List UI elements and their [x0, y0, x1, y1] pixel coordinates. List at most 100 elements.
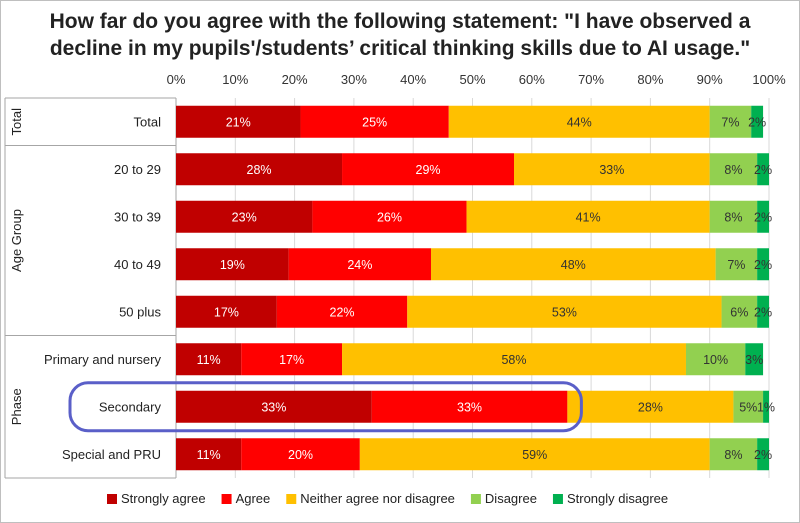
data-label: 3% [745, 353, 763, 367]
x-tick-label: 60% [519, 72, 545, 87]
bar-segment [288, 248, 431, 281]
highlight-outline [68, 381, 583, 433]
chart-title-line-2: decline in my pupils'/students’ critical… [50, 37, 750, 60]
data-label: 2% [748, 115, 766, 129]
category-label: Secondary [99, 399, 162, 414]
data-label: 5% [739, 400, 757, 414]
bar-segment [342, 343, 686, 376]
bars [176, 105, 769, 471]
bar-segment [757, 200, 769, 233]
bar-segment [745, 343, 764, 376]
bar-segment [176, 105, 301, 138]
data-label: 17% [279, 353, 304, 367]
bar-segment [709, 200, 758, 233]
bar-segment [709, 438, 758, 471]
data-label: 23% [232, 210, 257, 224]
x-tick-label: 0% [167, 72, 186, 87]
legend-swatch [552, 494, 563, 504]
data-label: 48% [561, 258, 586, 272]
data-labels: Total 21% 25% 44% 7% 2% 20 to 29 28% 29% 33% 8% 2% 3… [44, 114, 775, 462]
legend-swatch [470, 494, 481, 504]
category-label: Special and PRU [62, 447, 161, 462]
data-label: 21% [226, 115, 251, 129]
bar-segment [567, 390, 734, 423]
bar-segment [763, 390, 769, 423]
bar-segment [685, 343, 746, 376]
data-label: 28% [247, 163, 272, 177]
data-label: 41% [576, 210, 601, 224]
bar-segment [430, 248, 716, 281]
bar-segment [371, 390, 568, 423]
legend: Strongly agree Agree Neither agree nor dis… [107, 491, 668, 506]
data-label: 2% [754, 448, 772, 462]
bar-segment [176, 390, 372, 423]
legend-swatch [286, 494, 297, 504]
category-label: 40 to 49 [114, 257, 161, 272]
data-label: 7% [721, 115, 739, 129]
bar-segment [176, 295, 277, 328]
bar-segment [448, 105, 710, 138]
data-label: 33% [457, 400, 482, 414]
x-tick-label: 90% [697, 72, 723, 87]
data-label: 8% [724, 448, 742, 462]
data-label: 11% [197, 448, 221, 462]
bar-segment [176, 153, 343, 186]
group-label: Phase [9, 388, 24, 425]
bar-segment [721, 295, 758, 328]
category-label: Primary and nursery [44, 352, 162, 367]
data-label: 59% [522, 448, 547, 462]
x-tick-label: 40% [400, 72, 426, 87]
data-label: 2% [754, 258, 772, 272]
highlight-outline [68, 381, 583, 433]
x-tick-label: 70% [578, 72, 604, 87]
x-tick-label: 10% [222, 72, 248, 87]
category-label: Total [134, 114, 162, 129]
x-tick-label: 80% [637, 72, 663, 87]
bar-segment [751, 105, 764, 138]
x-axis-ticks: 0% 10% 20% 30% 40% 50% 60% 70% 80% 90% 100% [167, 72, 786, 87]
group-label: Total [9, 108, 24, 136]
legend-swatch [107, 494, 117, 504]
bar-segment [300, 105, 449, 138]
data-label: 24% [347, 258, 372, 272]
bar-segment [715, 248, 758, 281]
bar-segment [241, 343, 343, 376]
legend-label: Strongly agree [121, 491, 206, 506]
data-label: 17% [214, 305, 239, 319]
data-label: 7% [727, 258, 745, 272]
data-label: 20% [288, 448, 313, 462]
chart-title-line-1: How far do you agree with the following … [50, 10, 751, 33]
bar-segment [241, 438, 360, 471]
bar-segment [176, 343, 242, 376]
data-label: 33% [599, 163, 624, 177]
legend-label: Disagree [485, 491, 537, 506]
bar-segment [733, 390, 764, 423]
bar-segment [312, 200, 467, 233]
x-tick-label: 30% [341, 72, 367, 87]
data-label: 2% [754, 163, 772, 177]
bar-segment [176, 200, 313, 233]
bar-segment [757, 438, 769, 471]
bar-segment [276, 295, 408, 328]
category-label: 20 to 29 [114, 162, 161, 177]
data-label: 8% [724, 210, 742, 224]
bar-segment [466, 200, 710, 233]
bar-segment [514, 153, 710, 186]
bar-segment [176, 438, 242, 471]
data-label: 53% [552, 305, 577, 319]
data-label: 1% [757, 400, 775, 414]
x-tick-label: 100% [752, 72, 786, 87]
group-frame: Total Age Group Phase [4, 97, 177, 479]
data-label: 26% [377, 210, 402, 224]
data-label: 2% [754, 305, 772, 319]
bar-segment [176, 248, 289, 281]
data-label: 58% [501, 353, 526, 367]
bar-segment [407, 295, 722, 328]
data-label: 28% [638, 400, 663, 414]
category-label: 30 to 39 [114, 209, 161, 224]
x-tick-label: 50% [459, 72, 485, 87]
data-label: 2% [754, 210, 772, 224]
bar-segment [757, 295, 769, 328]
bar-segment [709, 153, 758, 186]
